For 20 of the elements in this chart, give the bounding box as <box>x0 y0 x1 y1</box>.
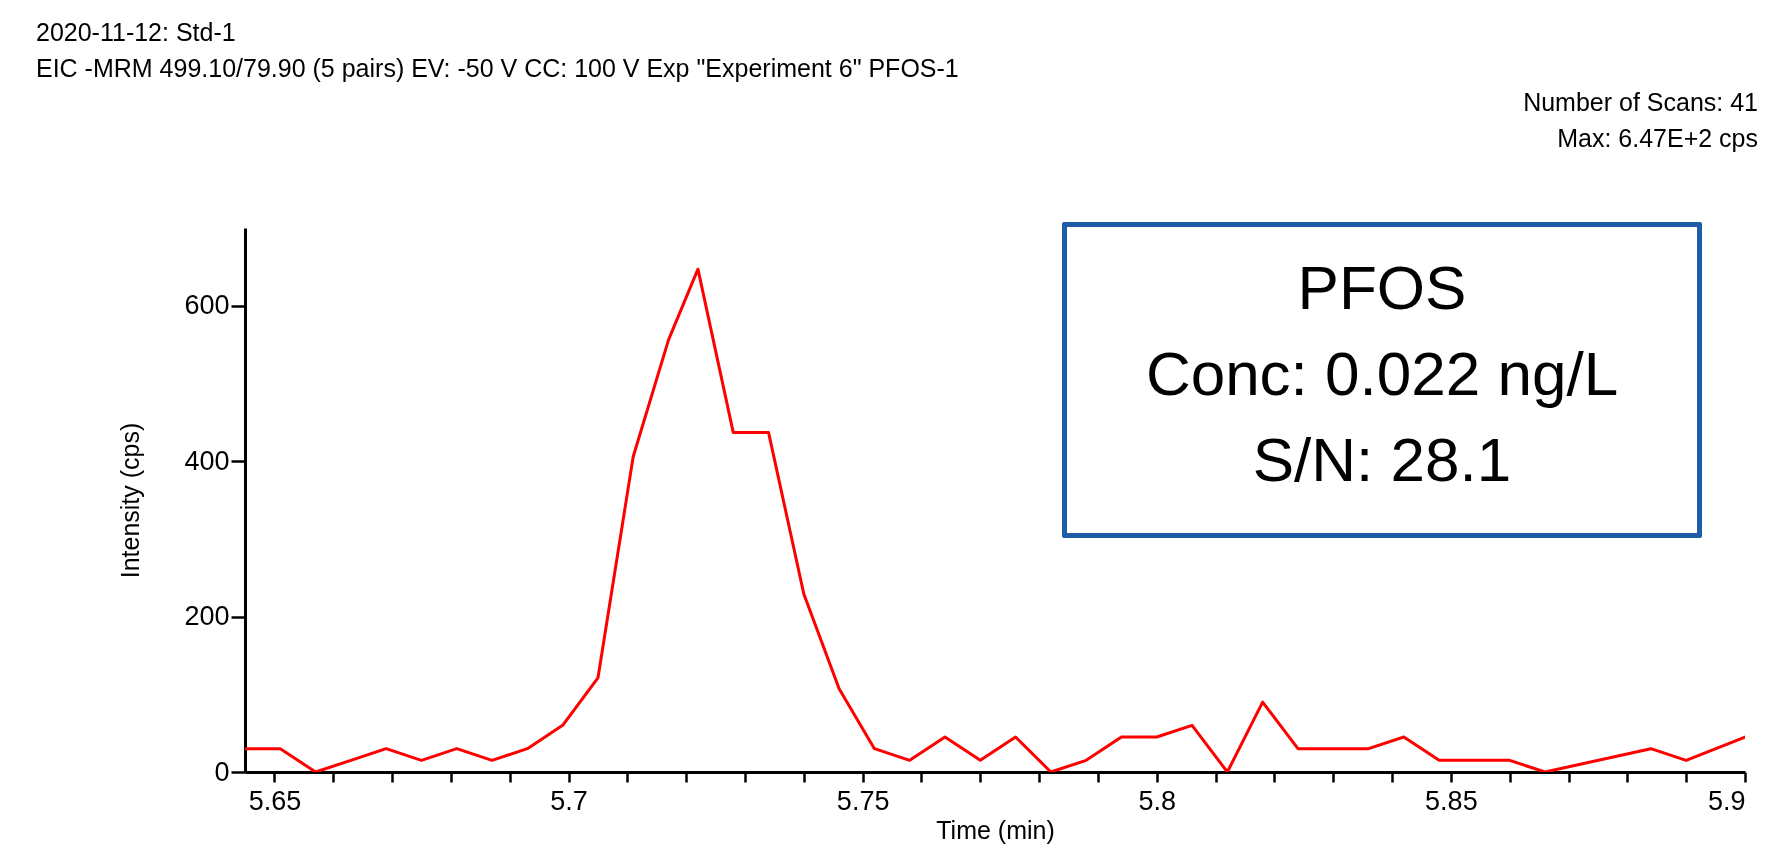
annotation: Conc: 0.022 ng/L <box>1144 338 1620 410</box>
text: Max: 6.47E+2 cps <box>1556 123 1758 154</box>
y-tick-label: 0 <box>214 756 230 787</box>
text-box: PFOS Conc: 0.022 ng/L S/N: 28.1 <box>1062 222 1702 538</box>
x-tick-label: 5.65 <box>248 785 302 816</box>
x-tick-label: 5.75 <box>836 785 890 816</box>
x-tick-label: 5.8 <box>1138 785 1177 816</box>
y-tick-label: 600 <box>184 290 230 321</box>
y-axis-title: Intensity (cps) <box>116 422 145 579</box>
annotation: S/N: 28.1 <box>1251 424 1513 496</box>
x-tick-label: 5.9 <box>1707 785 1746 816</box>
annotation: PFOS <box>1296 252 1468 324</box>
chart-title: 2020-11-12: Std-1 <box>36 17 237 48</box>
text: Number of Scans: 41 <box>1523 87 1758 118</box>
x-axis-title: Time (min) <box>936 815 1055 844</box>
x-tick-label: 5.85 <box>1425 785 1478 816</box>
chart-subtitle: EIC -MRM 499.10/79.90 (5 pairs) EV: -50 V CC: 100 V Exp "Experiment 6" PFOS-1 <box>36 53 959 84</box>
y-tick-label: 400 <box>184 445 230 476</box>
x-tick-label: 5.7 <box>550 785 588 816</box>
y-tick-label: 200 <box>184 601 230 632</box>
